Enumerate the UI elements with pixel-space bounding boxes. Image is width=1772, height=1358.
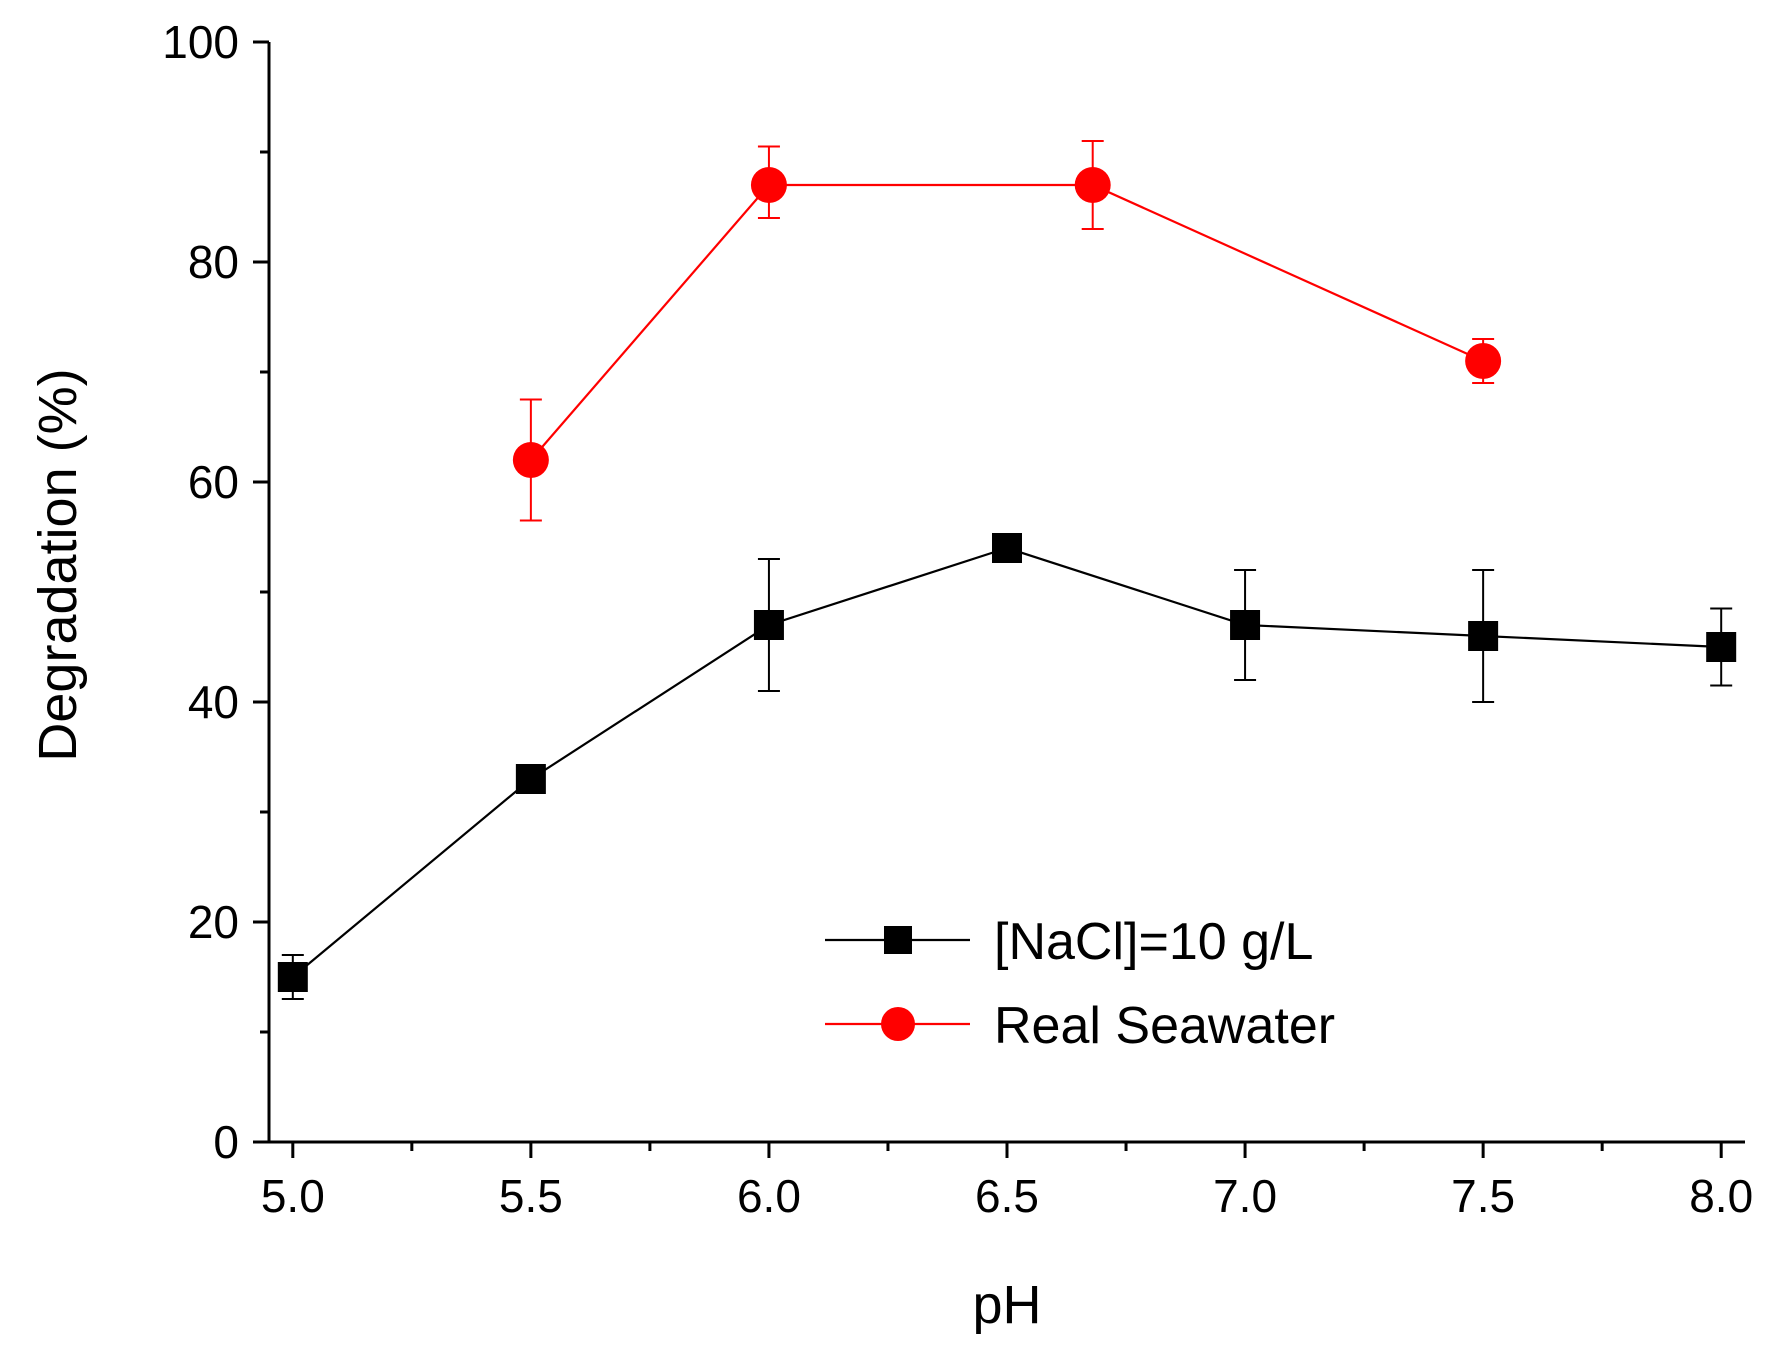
data-point	[515, 764, 546, 794]
data-point	[750, 167, 787, 203]
data-point	[753, 610, 784, 640]
x-tick-label: 7.0	[1213, 1170, 1277, 1222]
series-1	[277, 533, 1737, 1000]
legend-label: [NaCl]=10 g/L	[994, 913, 1313, 971]
legend-marker	[884, 926, 912, 954]
data-point	[1465, 343, 1502, 379]
data-point	[1706, 632, 1737, 662]
y-tick-label: 20	[188, 896, 239, 948]
legend-marker	[881, 1007, 915, 1041]
data-point	[1468, 621, 1499, 651]
data-point	[512, 442, 549, 478]
y-axis-ticks: 0 20 40 60 80 100	[162, 16, 269, 1168]
y-tick-label: 80	[188, 236, 239, 288]
x-axis-ticks: 5.0 5.5 6.0 6.5 7.0 7.5 8.0	[261, 1142, 1753, 1222]
x-tick-label: 8.0	[1689, 1170, 1753, 1222]
x-tick-label: 5.0	[261, 1170, 325, 1222]
legend-label: Real Seawater	[994, 997, 1335, 1055]
axes	[267, 42, 1745, 1144]
y-tick-label: 40	[188, 676, 239, 728]
legend-entry-1: [NaCl]=10 g/L	[825, 913, 1313, 971]
y-tick-label: 100	[162, 16, 239, 68]
y-tick-label: 60	[188, 456, 239, 508]
data-point	[1074, 167, 1111, 203]
y-tick-label: 0	[213, 1116, 239, 1168]
x-tick-label: 5.5	[499, 1170, 563, 1222]
legend: [NaCl]=10 g/L Real Seawater	[825, 913, 1335, 1055]
y-axis-title: Degradation (%)	[28, 368, 88, 761]
series-layer	[277, 140, 1737, 1000]
series-line	[530, 183, 1484, 461]
data-point	[1230, 610, 1261, 640]
data-point	[277, 962, 308, 992]
x-axis-title: pH	[972, 1275, 1041, 1335]
data-point	[992, 533, 1022, 563]
x-tick-label: 6.0	[737, 1170, 801, 1222]
series-2	[512, 140, 1502, 522]
x-tick-label: 6.5	[975, 1170, 1039, 1222]
x-tick-label: 7.5	[1451, 1170, 1515, 1222]
legend-entry-2: Real Seawater	[825, 997, 1335, 1055]
